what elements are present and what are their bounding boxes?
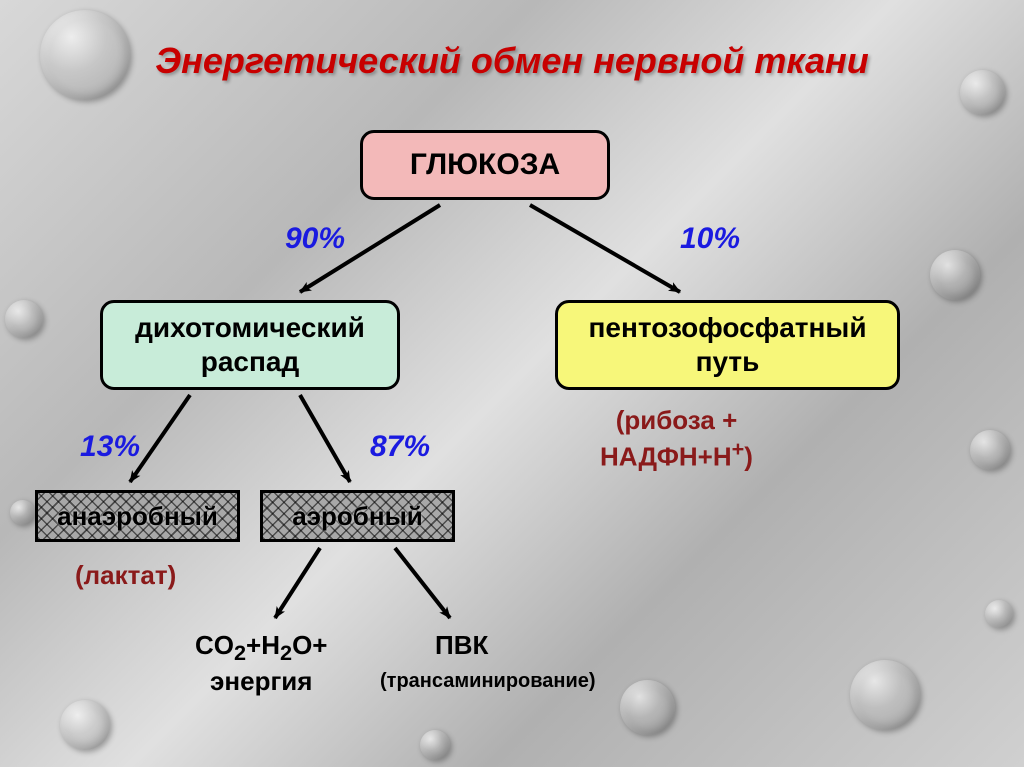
percent-90: 90% [285,222,345,256]
label-lactate: (лактат) [75,560,176,591]
node-aerobic-label: аэробный [292,501,423,532]
node-glucose-label: ГЛЮКОЗА [410,147,560,183]
label-transamination: (трансаминирование) [380,670,596,693]
percent-87: 87% [370,430,430,464]
label-co2: CO2+H2O+энергия [195,630,327,697]
node-aerobic: аэробный [260,490,455,542]
label-ribose: (рибоза +НАДФН+Н+) [600,405,753,473]
node-pentose-label2: путь [696,345,760,379]
node-dichotomic-label1: дихотомический [135,311,365,345]
node-anaerobic-label: анаэробный [57,501,218,532]
node-glucose: ГЛЮКОЗА [360,130,610,200]
label-pvk: ПВК [435,630,488,661]
percent-13: 13% [80,430,140,464]
node-pentose-label1: пентозофосфатный [588,311,866,345]
node-anaerobic: анаэробный [35,490,240,542]
node-pentose: пентозофосфатный путь [555,300,900,390]
percent-10: 10% [680,222,740,256]
node-dichotomic-label2: распад [201,345,300,379]
slide-title: Энергетический обмен нервной ткани [0,40,1024,82]
node-dichotomic: дихотомический распад [100,300,400,390]
